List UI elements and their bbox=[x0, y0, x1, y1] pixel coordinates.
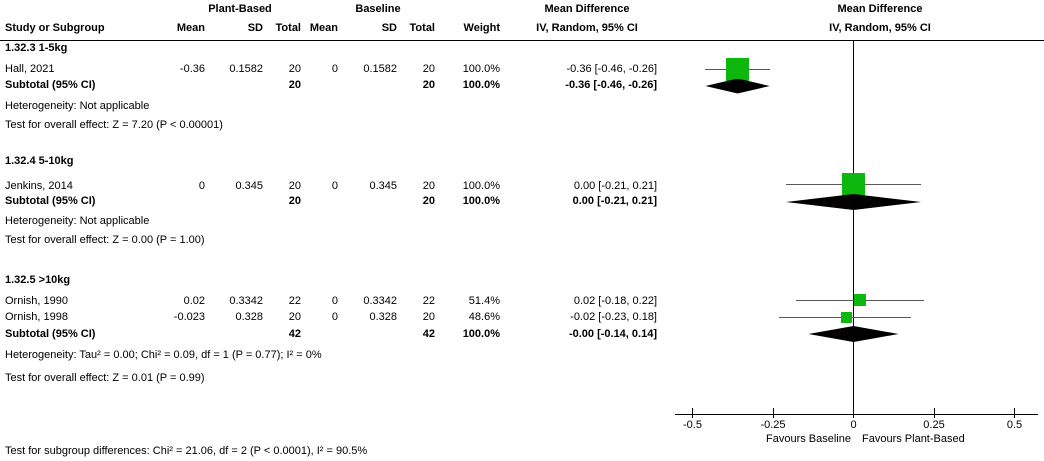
study-sd-baseline: 0.1582 bbox=[363, 63, 397, 75]
axis-tick-label: 0 bbox=[850, 419, 857, 431]
study-total-baseline: 20 bbox=[422, 180, 435, 192]
axis-tick bbox=[853, 408, 854, 418]
header-rule bbox=[0, 40, 1044, 41]
overall-effect-text: Test for overall effect: Z = 0.01 (P = 0… bbox=[5, 372, 205, 384]
study-name: Ornish, 1998 bbox=[5, 311, 68, 323]
column-header-sd-baseline: SD bbox=[381, 22, 397, 34]
column-header-mean-baseline: Mean bbox=[309, 22, 338, 34]
subtotal-total-baseline: 20 bbox=[422, 79, 435, 91]
study-mean-plant: -0.36 bbox=[179, 63, 205, 75]
study-sd-baseline: 0.345 bbox=[369, 180, 397, 192]
effect-size-square bbox=[853, 294, 866, 306]
study-ci-text: 0.00 [-0.21, 0.21] bbox=[573, 180, 657, 192]
heterogeneity-text: Heterogeneity: Not applicable bbox=[5, 215, 150, 227]
axis-tick bbox=[772, 408, 774, 418]
subtotal-total-plant: 42 bbox=[288, 328, 301, 340]
subtotal-ci-text: -0.36 [-0.46, -0.26] bbox=[565, 79, 657, 91]
column-header-mean-plant: Mean bbox=[176, 22, 205, 34]
study-total-plant: 20 bbox=[288, 63, 301, 75]
subtotal-total-baseline: 20 bbox=[422, 195, 435, 207]
study-weight: 48.6% bbox=[468, 311, 500, 323]
axis-tick-label: -0.5 bbox=[683, 419, 702, 431]
study-mean-baseline: 0 bbox=[331, 295, 338, 307]
study-total-baseline: 20 bbox=[422, 311, 435, 323]
subtotal-weight: 100.0% bbox=[462, 195, 500, 207]
effect-size-square bbox=[842, 172, 865, 196]
study-mean-baseline: 0 bbox=[331, 63, 338, 75]
favours-plant-based-label: Favours Plant-Based bbox=[862, 433, 965, 445]
column-header-stats-ci: IV, Random, 95% CI bbox=[536, 22, 638, 34]
study-total-plant: 20 bbox=[288, 311, 301, 323]
study-mean-plant: 0.02 bbox=[183, 295, 205, 307]
subtotal-label: Subtotal (95% CI) bbox=[5, 79, 96, 91]
subtotal-total-baseline: 42 bbox=[422, 328, 435, 340]
study-total-plant: 22 bbox=[288, 295, 301, 307]
axis-tick-label: 0.5 bbox=[1006, 419, 1023, 431]
study-sd-plant: 0.3342 bbox=[229, 295, 263, 307]
subgroup-label: 1.32.4 5-10kg bbox=[5, 155, 74, 167]
study-total-baseline: 20 bbox=[422, 63, 435, 75]
study-weight: 51.4% bbox=[468, 295, 500, 307]
subgroup-differences-text: Test for subgroup differences: Chi² = 21… bbox=[5, 445, 368, 457]
effect-size-square bbox=[726, 57, 750, 81]
subtotal-total-plant: 20 bbox=[288, 79, 301, 91]
subtotal-label: Subtotal (95% CI) bbox=[5, 328, 96, 340]
axis-tick-label: 0.25 bbox=[923, 419, 945, 431]
zero-effect-line bbox=[853, 41, 854, 414]
subtotal-diamond bbox=[808, 326, 899, 342]
subtotal-label: Subtotal (95% CI) bbox=[5, 195, 96, 207]
subgroup-label: 1.32.3 1-5kg bbox=[5, 42, 68, 54]
study-sd-baseline: 0.328 bbox=[369, 311, 397, 323]
study-ci-text: 0.02 [-0.18, 0.22] bbox=[573, 295, 657, 307]
study-ci-text: -0.36 [-0.46, -0.26] bbox=[566, 63, 658, 75]
study-weight: 100.0% bbox=[462, 63, 500, 75]
favours-baseline-label: Favours Baseline bbox=[766, 433, 851, 445]
subtotal-ci-text: 0.00 [-0.21, 0.21] bbox=[572, 195, 657, 207]
axis-tick bbox=[933, 408, 935, 418]
axis-tick-label: -0.25 bbox=[760, 419, 786, 431]
subtotal-total-plant: 20 bbox=[288, 195, 301, 207]
column-header-total-plant: Total bbox=[275, 22, 301, 34]
study-sd-plant: 0.328 bbox=[235, 311, 263, 323]
axis-tick bbox=[692, 408, 693, 418]
study-sd-baseline: 0.3342 bbox=[363, 295, 397, 307]
subtotal-diamond bbox=[705, 78, 770, 94]
subtotal-weight: 100.0% bbox=[462, 328, 500, 340]
x-axis-line bbox=[675, 414, 1038, 415]
study-weight: 100.0% bbox=[462, 180, 500, 192]
subtotal-weight: 100.0% bbox=[462, 79, 500, 91]
heterogeneity-text: Heterogeneity: Tau² = 0.00; Chi² = 0.09,… bbox=[5, 349, 322, 361]
overall-effect-text: Test for overall effect: Z = 0.00 (P = 1… bbox=[5, 234, 205, 246]
study-mean-plant: 0 bbox=[198, 180, 205, 192]
subgroup-label: 1.32.5 >10kg bbox=[5, 274, 71, 286]
stats-column-title: Mean Difference bbox=[544, 3, 630, 15]
study-sd-plant: 0.1582 bbox=[229, 63, 263, 75]
subtotal-ci-text: -0.00 [-0.14, 0.14] bbox=[568, 328, 657, 340]
study-sd-plant: 0.345 bbox=[235, 180, 263, 192]
plot-column-title: Mean Difference bbox=[837, 3, 923, 15]
study-total-baseline: 22 bbox=[422, 295, 435, 307]
column-header-weight: Weight bbox=[463, 22, 500, 34]
column-header-sd-plant: SD bbox=[247, 22, 263, 34]
overall-effect-text: Test for overall effect: Z = 7.20 (P < 0… bbox=[5, 119, 223, 131]
study-name: Ornish, 1990 bbox=[5, 295, 68, 307]
column-header-plot-ci: IV, Random, 95% CI bbox=[829, 22, 931, 34]
study-mean-baseline: 0 bbox=[331, 311, 338, 323]
axis-tick bbox=[1014, 408, 1015, 418]
column-header-study: Study or Subgroup bbox=[5, 22, 105, 34]
study-name: Jenkins, 2014 bbox=[5, 180, 73, 192]
column-header-total-baseline: Total bbox=[409, 22, 435, 34]
study-total-plant: 20 bbox=[288, 180, 301, 192]
heterogeneity-text: Heterogeneity: Not applicable bbox=[5, 100, 150, 112]
effect-size-square bbox=[840, 311, 852, 323]
study-mean-plant: -0.023 bbox=[173, 311, 205, 323]
study-name: Hall, 2021 bbox=[5, 63, 55, 75]
group-header-baseline: Baseline bbox=[355, 3, 401, 15]
subtotal-diamond bbox=[785, 194, 922, 210]
study-ci-text: -0.02 [-0.23, 0.18] bbox=[570, 311, 657, 323]
group-header-plant-based: Plant-Based bbox=[208, 3, 272, 15]
study-mean-baseline: 0 bbox=[331, 180, 338, 192]
